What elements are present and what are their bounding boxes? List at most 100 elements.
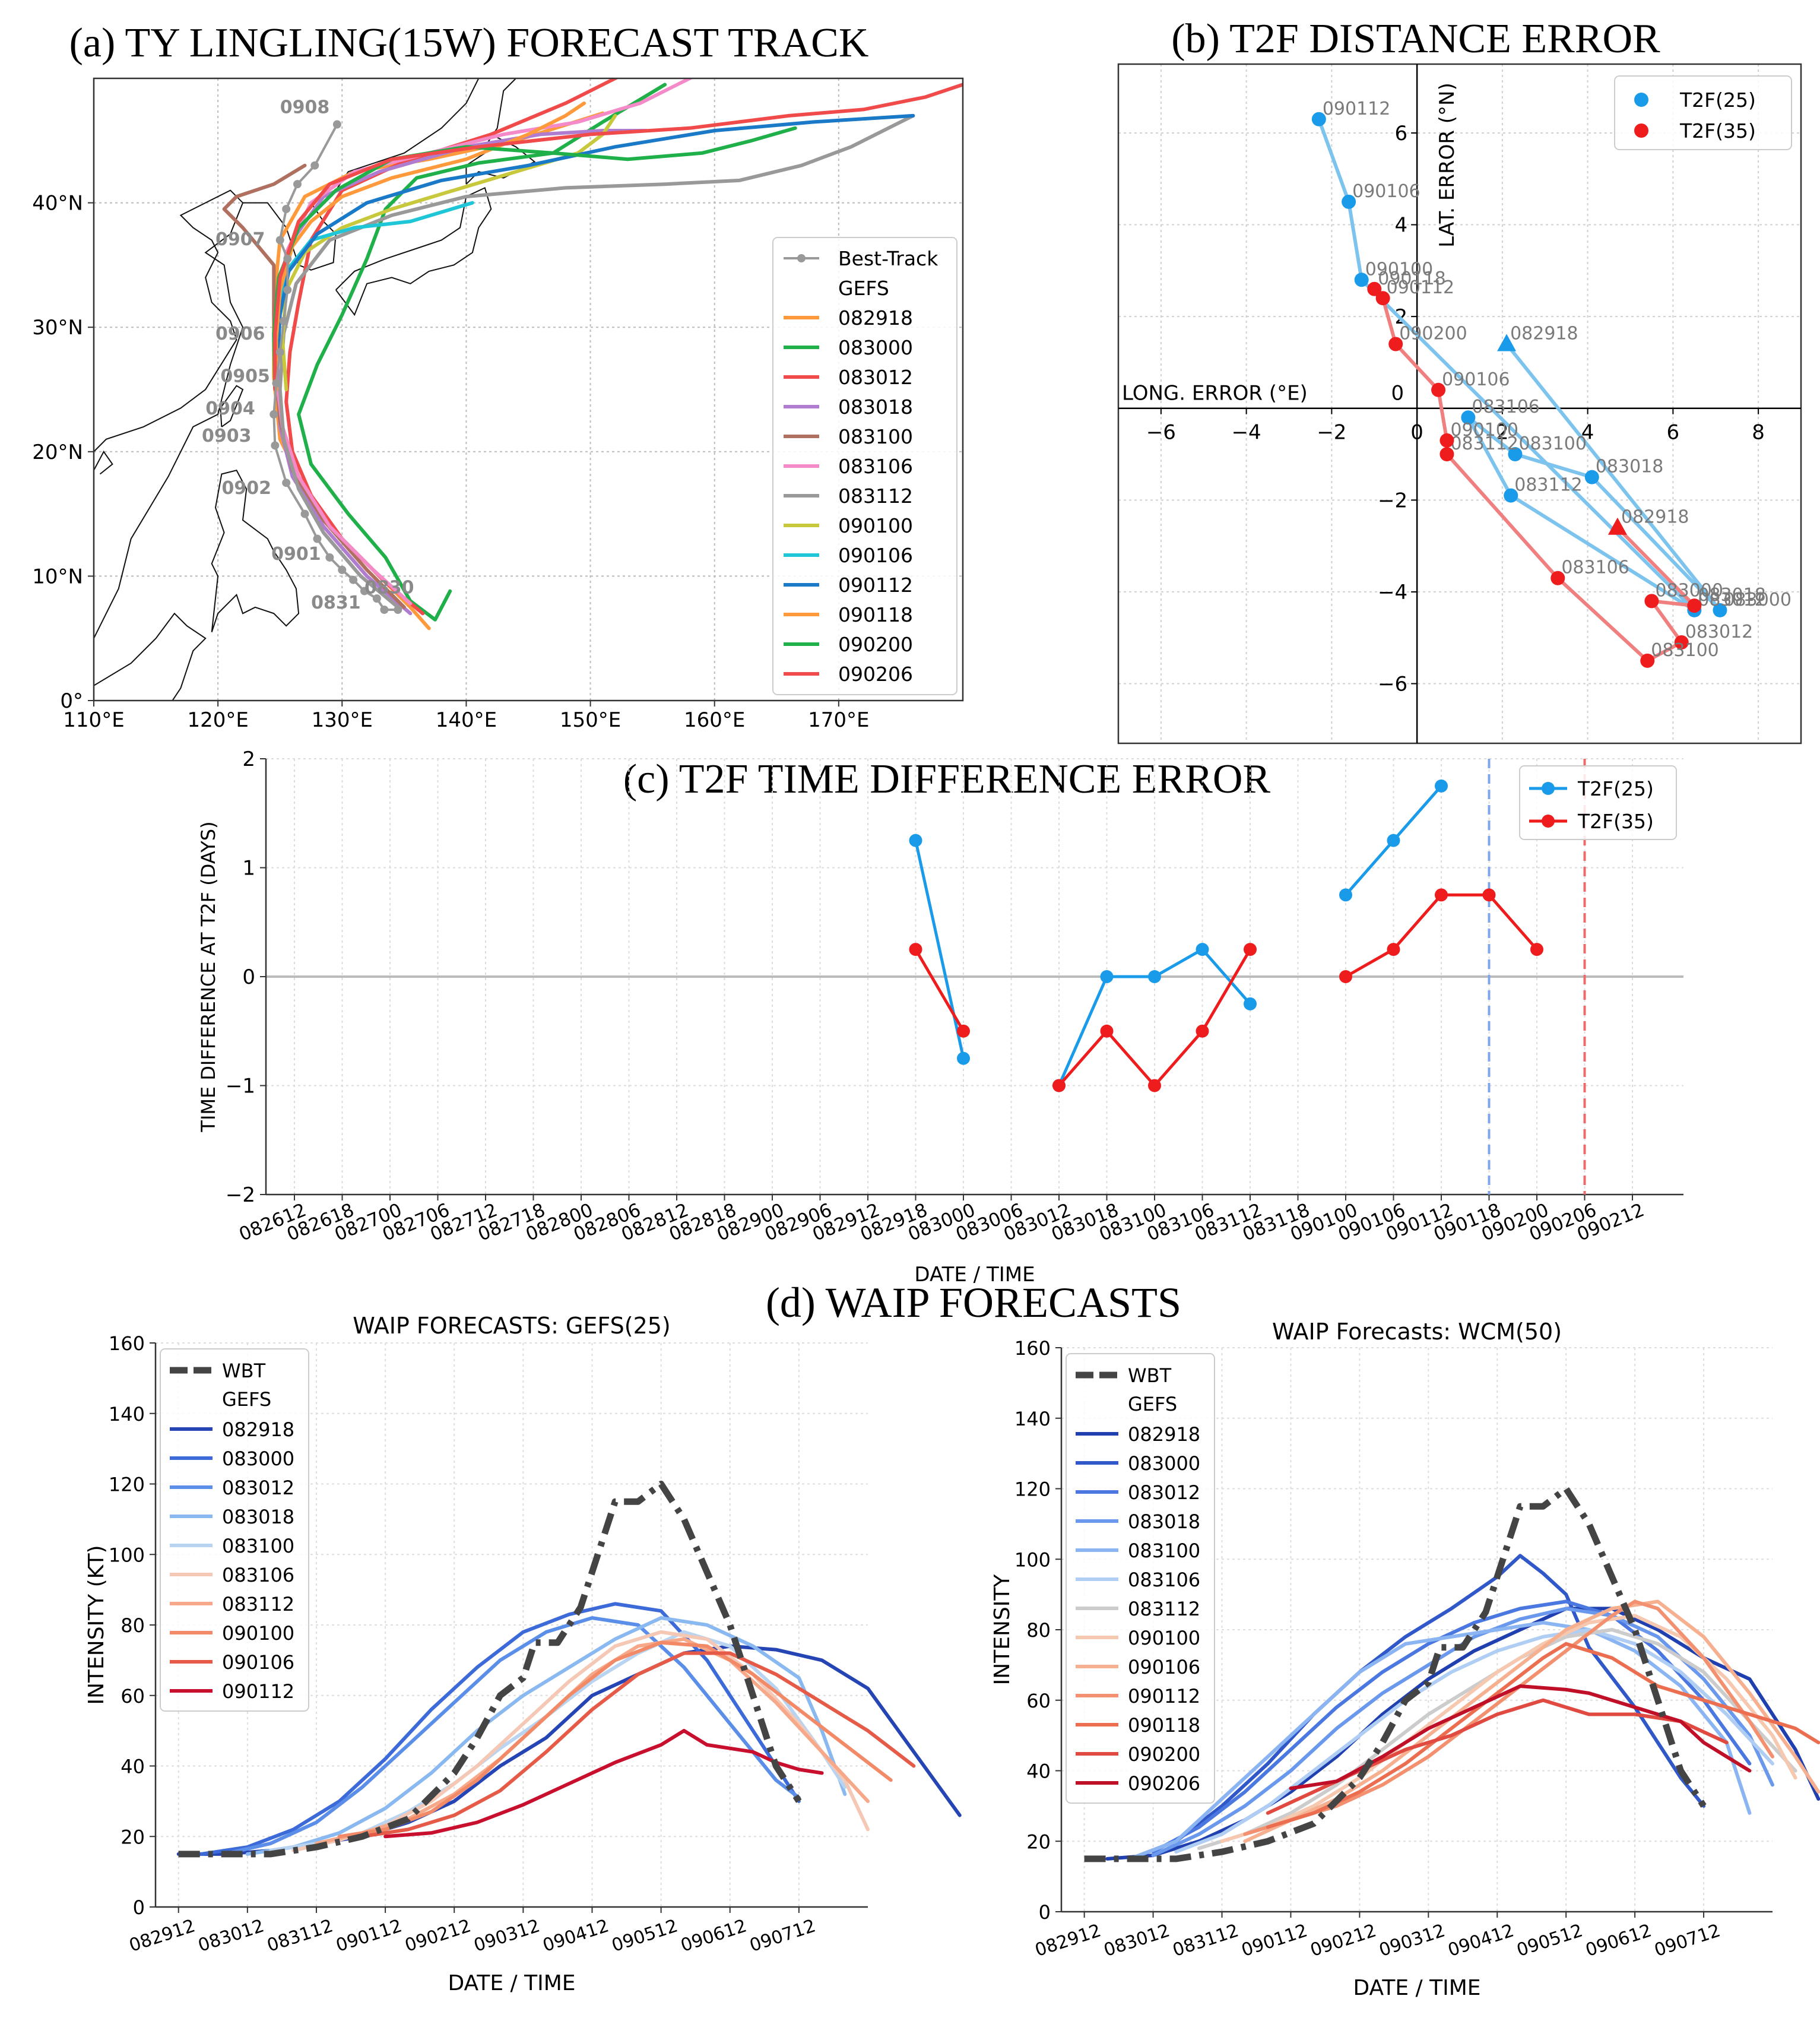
panel-a-ytick-label: 40°N	[32, 192, 83, 216]
panel-b-point-label-1-7: 090100	[1450, 420, 1518, 441]
panel-d2-series-090118	[1266, 1642, 1820, 1829]
panel-b-marker-1-6	[1439, 447, 1454, 462]
panel-b-marker-1-1	[1687, 598, 1702, 613]
panel-d1-legend	[160, 1348, 309, 1712]
panel-b-ytick-label: −2	[1378, 489, 1407, 512]
panel-d1-xlabel: DATE / TIME	[448, 1971, 575, 1995]
panel-c-marker-0-1-3	[1196, 943, 1209, 956]
panel-b-xtick-label: −2	[1317, 421, 1346, 445]
panel-d2-legend-label-082918: 082918	[1128, 1423, 1200, 1446]
panel-b-ytick-label: 6	[1394, 122, 1407, 145]
panel-b-marker-1-7	[1439, 433, 1454, 448]
panel-b-point-label-0-6: 083012	[1698, 590, 1766, 610]
panel-d2-legend-label-090200: 090200	[1128, 1743, 1200, 1766]
panel-c-legend-label-0: T2F(25)	[1577, 777, 1654, 800]
panel-b-legend-marker-0	[1634, 93, 1648, 107]
panel-d1-ytick-label: 80	[121, 1614, 145, 1637]
best-track-label-1: 0907	[215, 229, 265, 250]
panel-b-marker-0-1	[1713, 603, 1727, 617]
panel-c-ytick-label: 2	[242, 747, 255, 771]
panel-b-marker-0-8	[1342, 194, 1356, 209]
panel-b-xtick-label: 2	[1496, 421, 1509, 445]
panel-c-marker-1-1-2	[1148, 1079, 1161, 1092]
panel-d2-legend-label-090106: 090106	[1128, 1656, 1200, 1678]
panel-a-coast-4	[220, 385, 244, 427]
panel-a-xtick-label: 170°E	[808, 708, 869, 732]
panel-b-legend-label-1: T2F(35)	[1679, 119, 1756, 142]
best-track-point-9	[282, 479, 291, 487]
panel-b-point-label-1-8: 090106	[1442, 369, 1510, 390]
panel-d2-ytick-label: 100	[1014, 1548, 1051, 1571]
panel-d2-legend-title: GEFS	[1128, 1393, 1177, 1415]
panel-d1-legend-label-082918: 082918	[222, 1418, 294, 1441]
panel-d2-series-083100	[1128, 1621, 1752, 1861]
legend-best-track-marker	[797, 254, 806, 262]
panel-b-marker-1-10	[1375, 291, 1390, 306]
panel-c-ytick-label: −1	[226, 1075, 255, 1098]
panel-d2-legend-label-083018: 083018	[1128, 1510, 1200, 1533]
panel-d1-legend-label-083112: 083112	[222, 1593, 294, 1615]
panel-c-line-1-0	[914, 948, 965, 1032]
panel-c-marker-1-2-3	[1482, 888, 1496, 902]
panel-b-marker-0-9	[1311, 112, 1326, 126]
panel-c-marker-1-2-0	[1339, 970, 1352, 983]
panel-d2-ytick-label: 160	[1014, 1337, 1051, 1360]
panel-b-point-label-1-3: 083012	[1685, 622, 1754, 642]
panel-c-marker-1-1-4	[1244, 943, 1257, 956]
panel-b-marker-1-0	[1607, 517, 1627, 535]
panel-c-ytick-label: 0	[242, 965, 255, 989]
legend-label-090200: 090200	[838, 633, 913, 656]
panel-c-marker-1-2-4	[1530, 943, 1543, 956]
best-track-point-5	[338, 565, 347, 574]
panel-b-marker-0-4	[1461, 410, 1476, 425]
panel-c-marker-0-0-0	[909, 834, 922, 847]
panel-b-point-label-1-6: 083112	[1450, 433, 1518, 454]
panel-b-point-label-1-1: 083018	[1698, 585, 1766, 606]
best-track-point-21	[332, 120, 341, 129]
panel-b-point-label-1-9: 090200	[1399, 324, 1467, 344]
panel-d2-series-083000	[1128, 1554, 1706, 1861]
panel-b-marker-1-8	[1431, 382, 1446, 397]
panel-d2-ytick-label: 140	[1014, 1408, 1051, 1430]
panel-d1-ytick-label: 0	[133, 1896, 145, 1919]
panel-a-frame	[93, 77, 964, 702]
best-track-point-8	[300, 509, 309, 518]
panel-d1-ytick-label: 140	[109, 1403, 145, 1425]
legend-label-082918: 082918	[838, 306, 913, 330]
best-track-label-2: 0906	[215, 324, 265, 344]
panel-d2-ytick-label: 40	[1026, 1760, 1051, 1783]
panel-b-marker-1-4	[1640, 653, 1655, 668]
panel-b-marker-1-11	[1367, 281, 1382, 296]
panel-c-ytick-label: −2	[226, 1183, 255, 1207]
panel-b-xtick-label: 0	[1410, 421, 1423, 445]
panel-b-point-label-0-8: 090106	[1352, 181, 1421, 202]
panel-c-legend-marker-1	[1542, 815, 1555, 828]
best-track-point-13	[275, 348, 284, 357]
panel-a-coast-6	[94, 612, 207, 701]
best-track-point-6	[325, 553, 334, 562]
panel-d2-ylabel: INTENSITY	[990, 1574, 1014, 1686]
panel-c-marker-0-1-4	[1244, 997, 1257, 1010]
panel-c-marker-1-1-1	[1100, 1024, 1114, 1038]
panel-b-marker-1-3	[1674, 635, 1689, 650]
best-track-point-1	[380, 605, 389, 614]
panel-c-marker-1-2-2	[1435, 888, 1448, 902]
best-track-point-20	[310, 161, 319, 170]
panel-a-coast-8	[94, 450, 113, 475]
panel-d1-legend-label-083012: 083012	[222, 1477, 294, 1499]
panel-d2-ytick-label: 60	[1026, 1690, 1051, 1712]
panel-d1-ytick-label: 20	[121, 1826, 145, 1848]
panel-b-marker-0-7	[1354, 273, 1369, 287]
panel-d2-legend-label-083100: 083100	[1128, 1539, 1200, 1562]
panel-d1-title: WAIP FORECASTS: GEFS(25)	[353, 1313, 671, 1339]
track-line-090112	[275, 113, 915, 367]
panel-c-marker-0-1-1	[1100, 970, 1114, 983]
panel-a-xtick-label: 140°E	[436, 708, 497, 732]
panel-b-marker-1-5	[1551, 571, 1565, 585]
panel-b-title: (b) T2F DISTANCE ERROR	[1171, 16, 1660, 62]
panel-b-point-label-0-2: 083018	[1596, 457, 1664, 477]
legend-label-083100: 083100	[838, 425, 913, 448]
panel-b-ytick-label: −4	[1378, 581, 1407, 604]
panel-b-line-0	[1317, 118, 1722, 612]
